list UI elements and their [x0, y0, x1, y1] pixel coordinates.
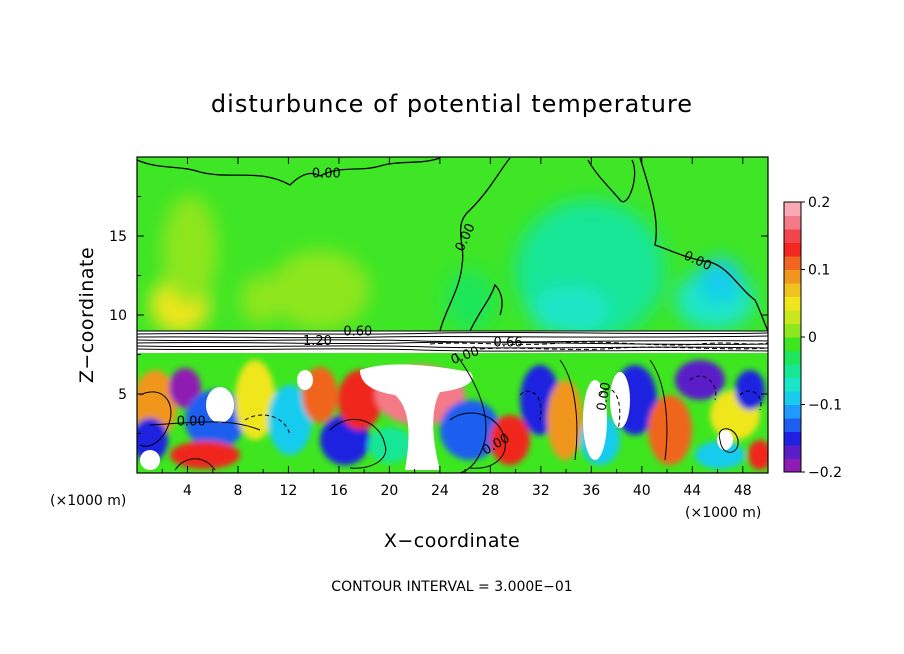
x-tick-label: 48 — [734, 483, 752, 499]
contour-label: 0.66 — [494, 336, 523, 351]
x-tick-label: 28 — [481, 483, 499, 499]
contour-interval-note: CONTOUR INTERVAL = 3.000E−01 — [331, 579, 572, 595]
x-tick-label: 8 — [233, 483, 242, 499]
contour-label: 0.00 — [177, 415, 206, 430]
lower-layer — [137, 353, 768, 473]
colorbar-tick-label: 0 — [808, 330, 817, 346]
y-tick-label: 10 — [109, 308, 127, 324]
colorbar-segment — [784, 296, 801, 311]
contour-label: 1.20 — [303, 334, 332, 349]
y-axis: 5 10 15 — [109, 196, 768, 434]
colorbar-segment — [784, 364, 801, 378]
colorbar-segment — [784, 242, 801, 257]
x-tick-label: 4 — [183, 483, 192, 499]
x-axis: 4 8 12 16 20 24 28 32 36 40 44 48 — [161, 157, 752, 499]
colorbar-segment — [784, 377, 801, 392]
heatmap-field — [137, 157, 768, 473]
colorbar-tick-label: 0.1 — [808, 263, 830, 279]
colorbar-segment — [784, 458, 801, 473]
interface-band — [137, 330, 768, 353]
y-axis-title: Z−coordinate — [76, 247, 98, 383]
colorbar-segment — [784, 404, 801, 419]
y-tick-label: 15 — [109, 229, 127, 245]
colorbar-segment — [784, 323, 801, 338]
colorbar-segment — [784, 283, 801, 297]
x-tick-label: 40 — [633, 483, 651, 499]
colorbar-segment — [784, 391, 801, 405]
colorbar: 0.2 0.1 0 −0.1 −0.2 — [783, 195, 842, 481]
x-tick-label: 24 — [431, 483, 449, 499]
upper-layer — [137, 157, 768, 331]
colorbar-tick-label: −0.2 — [808, 465, 842, 481]
colorbar-segment — [784, 310, 801, 324]
x-tick-label: 12 — [280, 483, 298, 499]
y-tick-label: 5 — [118, 387, 127, 403]
contour-label: 0.60 — [343, 325, 372, 340]
colorbar-segment — [784, 229, 801, 243]
contour-label: 0.00 — [312, 167, 341, 182]
contour-label: 0.00 — [594, 381, 614, 412]
colorbar-tick-label: 0.2 — [808, 195, 830, 211]
x-unit-label-left: (×1000 m) — [50, 493, 126, 509]
colorbar-segment — [784, 445, 801, 459]
colorbar-segment — [784, 350, 801, 365]
x-tick-label: 16 — [330, 483, 348, 499]
colorbar-segment — [784, 269, 801, 284]
x-tick-label: 36 — [582, 483, 600, 499]
x-axis-title: X−coordinate — [384, 530, 520, 552]
x-tick-label: 44 — [683, 483, 701, 499]
x-unit-label-right: (×1000 m) — [685, 505, 761, 521]
colorbar-tick-label: −0.1 — [808, 398, 842, 414]
chart-title: disturbunce of potential temperature — [211, 90, 693, 118]
colorbar-segment — [784, 418, 801, 432]
x-tick-label: 20 — [380, 483, 398, 499]
colorbar-segment — [784, 202, 801, 216]
colorbar-segment — [784, 431, 801, 446]
colorbar-segment — [784, 337, 801, 351]
colorbar-segment — [784, 215, 801, 230]
x-tick-label: 32 — [532, 483, 550, 499]
colorbar-segment — [784, 256, 801, 270]
